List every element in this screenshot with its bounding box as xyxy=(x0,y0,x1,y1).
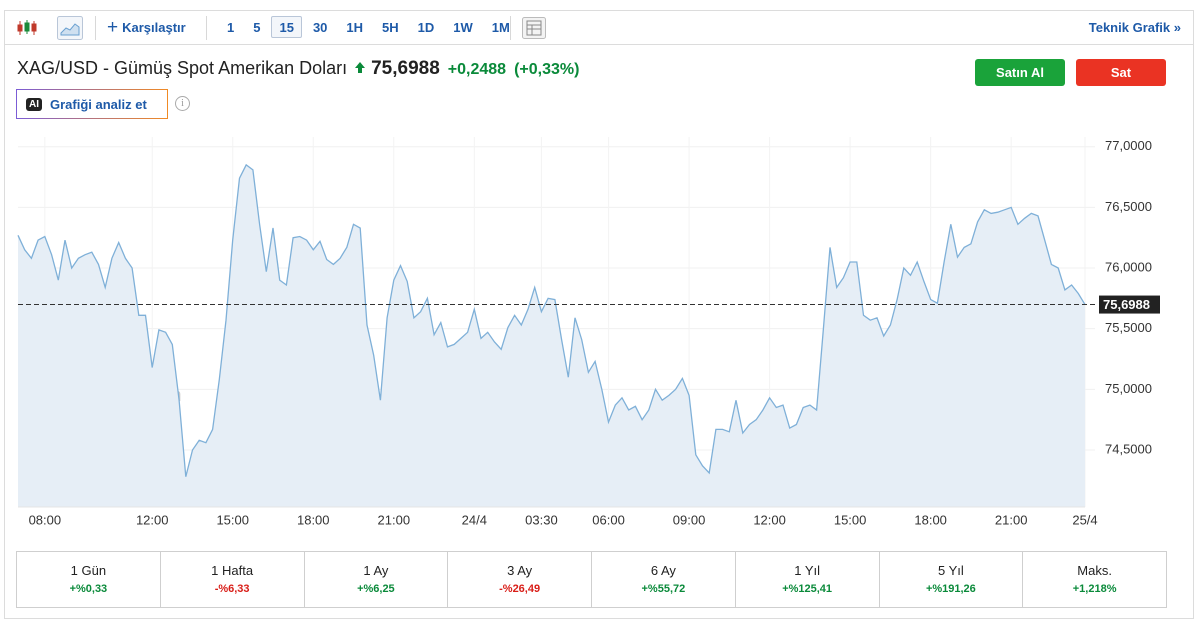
area-fill xyxy=(18,164,1085,507)
period: 6 Ay xyxy=(650,563,676,578)
buy-button[interactable]: Satın Al xyxy=(975,59,1065,86)
y-tick-label: 75,0000 xyxy=(1105,381,1152,396)
separator xyxy=(95,16,96,40)
x-tick-label: 15:00 xyxy=(834,512,867,527)
interval-button[interactable]: 1D xyxy=(417,20,435,35)
interval-button[interactable]: 1H xyxy=(346,20,364,35)
performance-table: 1 Gün +%0,33 1 Hafta -%6,33 1 Ay +%6,25 3 Ay -%… xyxy=(16,551,1167,608)
y-tick-label: 75,5000 xyxy=(1105,320,1152,335)
period: 1 Gün xyxy=(70,563,107,578)
x-tick-label: 12:00 xyxy=(136,512,169,527)
period: 1 Hafta xyxy=(211,563,254,578)
last-price-label: 75,6988 xyxy=(1103,297,1150,312)
period-change: +%191,26 xyxy=(925,583,976,595)
interval-button[interactable]: 1M xyxy=(491,20,510,35)
x-tick-label: 18:00 xyxy=(914,512,947,527)
period-change: +%55,72 xyxy=(641,583,686,595)
x-tick-label: 21:00 xyxy=(378,512,411,527)
x-tick-label: 12:00 xyxy=(753,512,786,527)
performance-cell[interactable]: Maks. +1,218% xyxy=(1023,552,1166,607)
info-icon[interactable]: i xyxy=(175,96,190,111)
separator xyxy=(510,16,511,40)
performance-cell[interactable]: 1 Gün +%0,33 xyxy=(17,552,161,607)
y-tick-label: 74,5000 xyxy=(1105,441,1152,456)
sell-button[interactable]: Sat xyxy=(1076,59,1166,86)
period: Maks. xyxy=(1077,563,1112,578)
x-tick-label: 03:30 xyxy=(525,512,558,527)
widget: + Karşılaştır 1 5 15 30 1H 5H 1D 1W 1M Teknik Gra… xyxy=(4,10,1194,619)
performance-cell[interactable]: 3 Ay -%26,49 xyxy=(448,552,592,607)
x-tick-label: 15:00 xyxy=(216,512,249,527)
analyze-label: Grafiği analiz et xyxy=(50,96,147,112)
candlestick-icon[interactable] xyxy=(17,19,39,37)
y-tick-label: 76,5000 xyxy=(1105,199,1152,214)
table-icon[interactable] xyxy=(522,17,546,39)
compare-label: Karşılaştır xyxy=(122,20,186,35)
area-icon[interactable] xyxy=(57,16,83,40)
y-tick-label: 76,0000 xyxy=(1105,259,1152,274)
period-change: -%6,33 xyxy=(214,583,250,595)
price: 75,6988 xyxy=(371,58,440,79)
x-tick-label: 18:00 xyxy=(297,512,330,527)
x-tick-label: 24/4 xyxy=(462,512,487,527)
chart: Investing.com74,500075,000075,500076,000… xyxy=(17,137,1160,527)
interval-list: 1 5 15 30 1H 5H 1D 1W 1M xyxy=(219,16,521,38)
last-price-box xyxy=(1099,295,1160,314)
up-arrow xyxy=(355,62,366,73)
x-tick-label: 21:00 xyxy=(995,512,1028,527)
instrument-header: XAG/USD - Gümüş Spot Amerikan Doları 75,… xyxy=(17,58,579,80)
interval-button[interactable]: 15 xyxy=(271,16,302,38)
ai-badge: AI xyxy=(26,97,42,111)
interval-button[interactable]: 1 xyxy=(227,20,235,35)
price-line xyxy=(17,163,1086,477)
performance-cell[interactable]: 1 Yıl +%125,41 xyxy=(736,552,880,607)
period-change: +%125,41 xyxy=(782,583,833,595)
instrument-name: XAG/USD - Gümüş Spot Amerikan Doları xyxy=(17,58,348,78)
interval-button[interactable]: 1W xyxy=(453,20,473,35)
performance-cell[interactable]: 6 Ay +%55,72 xyxy=(592,552,736,607)
period: 1 Ay xyxy=(363,563,389,578)
x-tick-label: 09:00 xyxy=(673,512,706,527)
compare-button[interactable]: + Karşılaştır xyxy=(107,16,186,38)
period-change: +%6,25 xyxy=(357,583,395,595)
period-change: +%0,33 xyxy=(69,583,108,595)
period: 1 Yıl xyxy=(794,563,821,578)
x-tick-label: 25/4 xyxy=(1072,512,1097,527)
performance-cell[interactable]: 1 Ay +%6,25 xyxy=(305,552,449,607)
period: 3 Ay xyxy=(507,563,533,578)
x-tick-label: 06:00 xyxy=(592,512,625,527)
separator xyxy=(206,16,207,40)
interval-button[interactable]: 30 xyxy=(312,20,328,35)
technical-chart-link[interactable]: Teknik Grafik » xyxy=(1088,20,1181,35)
y-tick-label: 77,0000 xyxy=(1105,138,1152,153)
period: 5 Yıl xyxy=(937,563,964,578)
interval-button[interactable]: 5 xyxy=(253,20,261,35)
interval-button[interactable]: 5H xyxy=(382,20,399,35)
toolbar: + Karşılaştır 1 5 15 30 1H 5H 1D 1W 1M Teknik Gra… xyxy=(5,11,1193,45)
performance-cell[interactable]: 1 Hafta -%6,33 xyxy=(161,552,305,607)
period-change: -%26,49 xyxy=(499,583,541,595)
performance-cell[interactable]: 5 Yıl +%191,26 xyxy=(880,552,1024,607)
change: +0,2488 xyxy=(447,61,507,78)
x-tick-label: 08:00 xyxy=(29,512,62,527)
analyze-button[interactable]: AI Grafiği analiz et xyxy=(16,89,168,119)
change-percent: (+0,33%) xyxy=(514,61,580,78)
period-change: +1,218% xyxy=(1072,583,1117,595)
